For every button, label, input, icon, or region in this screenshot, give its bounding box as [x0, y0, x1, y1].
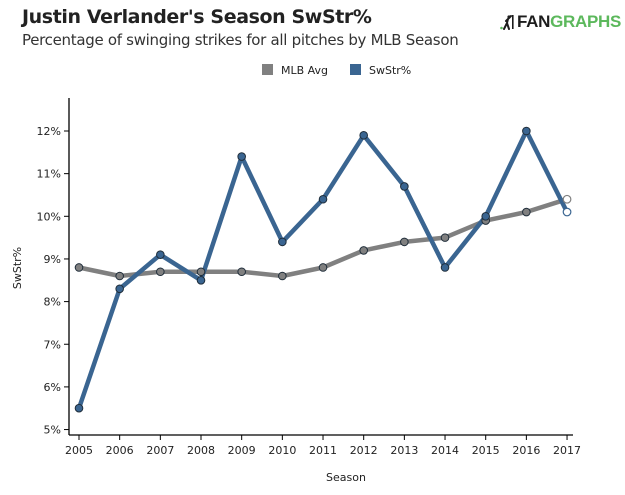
x-tick-label: 2011: [309, 444, 337, 457]
x-tick-label: 2015: [472, 444, 500, 457]
x-tick-label: 2005: [65, 444, 93, 457]
legend-label-swstr: SwStr%: [369, 64, 411, 77]
x-tick-label: 2016: [512, 444, 540, 457]
y-tick-label: 6%: [44, 381, 61, 394]
legend-swatch-swstr: [350, 64, 361, 75]
x-tick-label: 2013: [390, 444, 418, 457]
swstr-point: [562, 207, 572, 217]
x-tick-label: 2012: [350, 444, 378, 457]
y-axis-title: SwStr%: [11, 247, 24, 289]
x-tick-label: 2008: [187, 444, 215, 457]
x-tick-label: 2009: [228, 444, 256, 457]
mlb-avg-point: [522, 207, 531, 217]
swstr-point: [237, 152, 246, 161]
swstr-point: [440, 263, 450, 272]
x-axis-title: Season: [326, 471, 366, 484]
swstr-point: [115, 284, 124, 294]
fangraphs-logo: FAN GRAPHS: [500, 12, 621, 32]
mlb-avg-point: [156, 267, 165, 277]
mlb-avg-point: [562, 194, 572, 204]
mlb-avg-point: [318, 263, 328, 272]
mlb-avg-point: [74, 263, 84, 272]
swstr-point: [156, 250, 165, 259]
x-tick-label: 2006: [106, 444, 134, 457]
y-tick-label: 7%: [44, 338, 61, 351]
mlb-avg-point: [278, 271, 287, 281]
mlb-avg-point: [440, 233, 450, 242]
logo-text-graphs: GRAPHS: [550, 12, 622, 31]
y-tick-label: 11%: [37, 168, 61, 181]
chart-series: [74, 126, 572, 413]
chart-axes: 5% 6% 7% 8% 9% 10% 11% 12% 2005 2006 2007 2008 2009 2…: [37, 98, 581, 457]
y-tick-label: 8%: [44, 296, 61, 309]
y-tick-label: 12%: [37, 125, 61, 138]
swstr-point: [318, 194, 328, 204]
swstr-point: [400, 182, 409, 191]
mlb-avg-point: [237, 267, 246, 277]
swstr-point: [522, 126, 531, 136]
x-tick-label: 2007: [146, 444, 174, 457]
x-tick-label: 2010: [268, 444, 296, 457]
y-tick-label: 10%: [37, 210, 61, 223]
mlb-avg-point: [359, 246, 368, 255]
x-tick-label: 2014: [431, 444, 459, 457]
x-tick-label: 2017: [553, 444, 581, 457]
logo-text-fan: FAN: [517, 12, 551, 31]
swstr-point: [74, 403, 84, 413]
swstr-point: [196, 275, 206, 285]
legend-label-mlb-avg: MLB Avg: [281, 64, 328, 77]
chart-title: Justin Verlander's Season SwStr%: [22, 6, 372, 28]
swstr-point: [481, 212, 491, 221]
chart-legend: MLB Avg SwStr%: [262, 64, 411, 77]
legend-swatch-mlb-avg: [262, 64, 273, 75]
y-tick-label: 9%: [44, 253, 61, 266]
mlb-avg-point: [400, 237, 409, 247]
mlb-avg-point: [115, 271, 124, 281]
swstr-point: [359, 130, 368, 140]
mlb-avg-point: [196, 267, 206, 277]
y-tick-label: 5%: [44, 424, 61, 437]
swstr-point: [278, 237, 287, 247]
chart-subtitle: Percentage of swinging strikes for all p…: [22, 31, 459, 49]
fangraphs-batter-icon: [500, 14, 514, 30]
